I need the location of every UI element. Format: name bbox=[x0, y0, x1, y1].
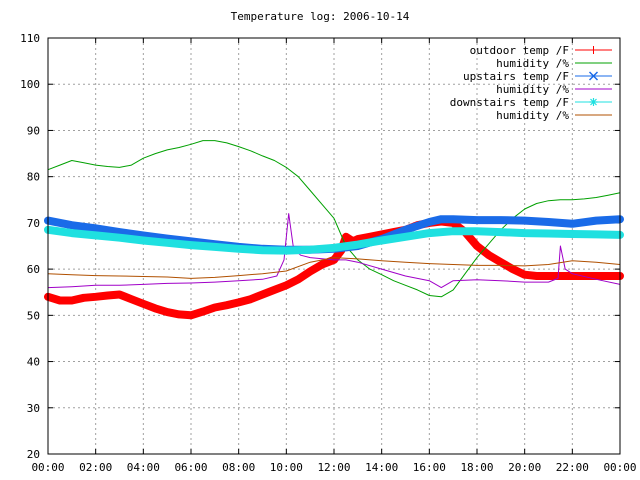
plot-border bbox=[47, 37, 621, 455]
series-line-6 bbox=[47, 257, 621, 279]
legend-label-3: upstairs temp /F bbox=[463, 70, 569, 83]
x-tick-label: 08:00 bbox=[222, 461, 255, 474]
y-tick-label: 110 bbox=[20, 32, 40, 45]
x-tick-label: 20:00 bbox=[508, 461, 541, 474]
y-tick-label: 70 bbox=[27, 217, 40, 230]
series-line-4 bbox=[47, 213, 621, 289]
x-tick-label: 06:00 bbox=[174, 461, 207, 474]
legend-marker-cross bbox=[588, 71, 599, 81]
y-tick-label: 50 bbox=[27, 309, 40, 322]
series-line-2 bbox=[47, 140, 621, 298]
x-tick-label: 10:00 bbox=[270, 461, 303, 474]
x-tick-label: 12:00 bbox=[317, 461, 350, 474]
legend-label-2: humidity /% bbox=[496, 57, 569, 70]
x-tick-label: 04:00 bbox=[127, 461, 160, 474]
legend-label-4: humidity /% bbox=[496, 83, 569, 96]
x-tick-label: 02:00 bbox=[79, 461, 112, 474]
legend-marker-star bbox=[589, 98, 598, 106]
y-tick-label: 20 bbox=[27, 448, 40, 461]
legend-label-6: humidity /% bbox=[496, 109, 569, 122]
y-tick-label: 60 bbox=[27, 263, 40, 276]
x-tick-label: 14:00 bbox=[365, 461, 398, 474]
x-tick-label: 18:00 bbox=[460, 461, 493, 474]
legend-label-5: downstairs temp /F bbox=[450, 96, 569, 109]
x-tick-label: 00:00 bbox=[603, 461, 636, 474]
chart-title: Temperature log: 2006-10-14 bbox=[230, 10, 410, 23]
x-tick-label: 22:00 bbox=[556, 461, 589, 474]
x-tick-label: 16:00 bbox=[413, 461, 446, 474]
x-tick-label: 00:00 bbox=[31, 461, 64, 474]
y-tick-label: 40 bbox=[27, 356, 40, 369]
y-tick-label: 100 bbox=[20, 78, 40, 91]
series-line-5 bbox=[44, 225, 624, 255]
legend-label-1: outdoor temp /F bbox=[470, 44, 569, 57]
y-tick-label: 30 bbox=[27, 402, 40, 415]
y-tick-label: 90 bbox=[27, 124, 40, 137]
y-tick-label: 80 bbox=[27, 171, 40, 184]
